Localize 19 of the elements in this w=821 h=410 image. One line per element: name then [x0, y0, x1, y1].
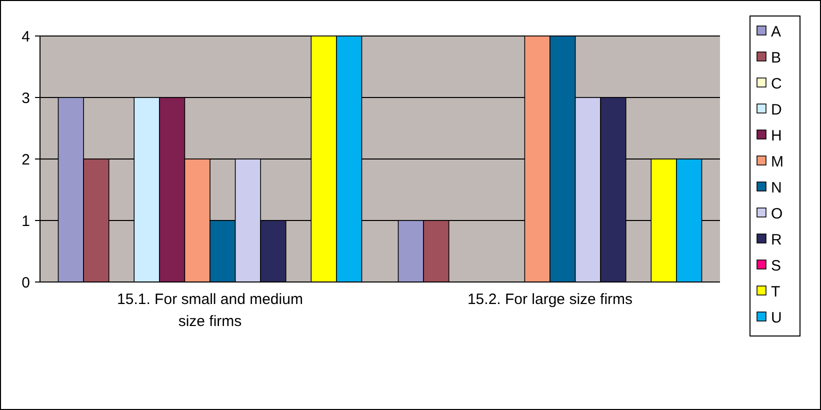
legend-label: T: [771, 283, 780, 300]
y-tick-label: 1: [22, 212, 30, 230]
y-tick-label: 2: [22, 151, 30, 168]
legend-label: C: [771, 75, 782, 92]
legend-label: O: [771, 205, 783, 222]
legend-label: U: [771, 309, 782, 326]
legend-label: N: [771, 179, 782, 196]
legend-label: A: [771, 23, 782, 40]
legend-label: D: [771, 101, 782, 118]
legend-label: M: [771, 153, 784, 170]
legend-label: H: [771, 127, 782, 144]
legend-label: S: [771, 257, 782, 274]
x-tick-label: 15.2. For large size firms: [467, 291, 633, 308]
y-tick-label: 0: [22, 274, 30, 292]
y-tick-label: 4: [22, 28, 30, 46]
legend-label: B: [771, 49, 782, 66]
y-tick-label: 3: [22, 90, 30, 107]
legend-label: R: [771, 231, 782, 248]
x-tick-label: 15.1. For small and medium size firms: [117, 291, 303, 330]
